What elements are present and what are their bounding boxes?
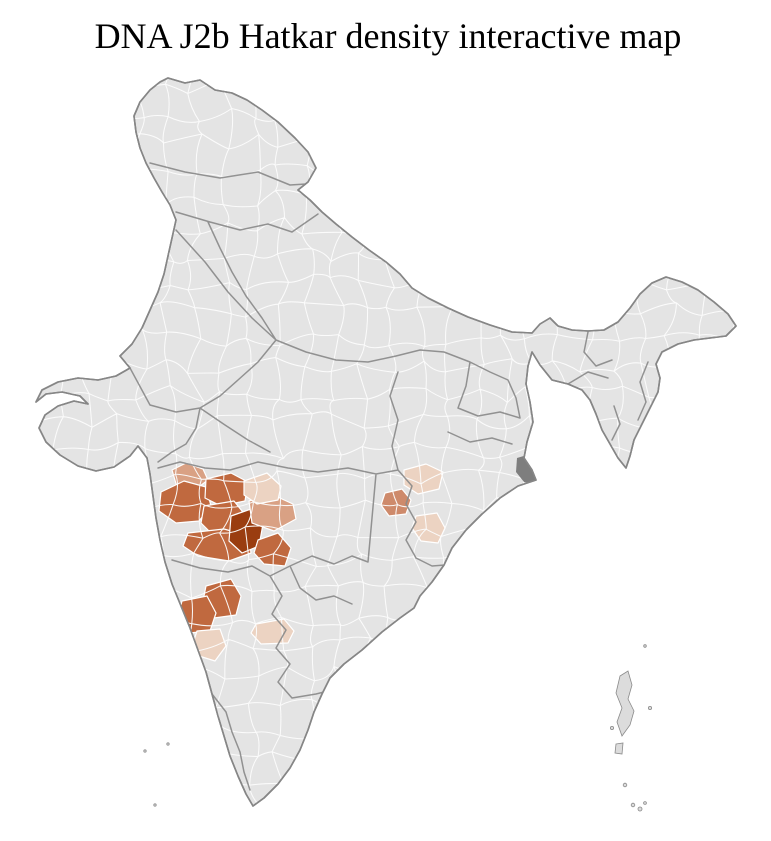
district-shape[interactable] [250,618,295,645]
lakshadweep-islands [143,742,170,807]
district-shape[interactable] [403,463,444,495]
andaman-nicobar-islands [610,644,653,812]
page-title: DNA J2b Hatkar density interactive map [95,16,682,56]
india-landmass[interactable] [35,77,737,807]
district-shape[interactable] [243,472,282,505]
